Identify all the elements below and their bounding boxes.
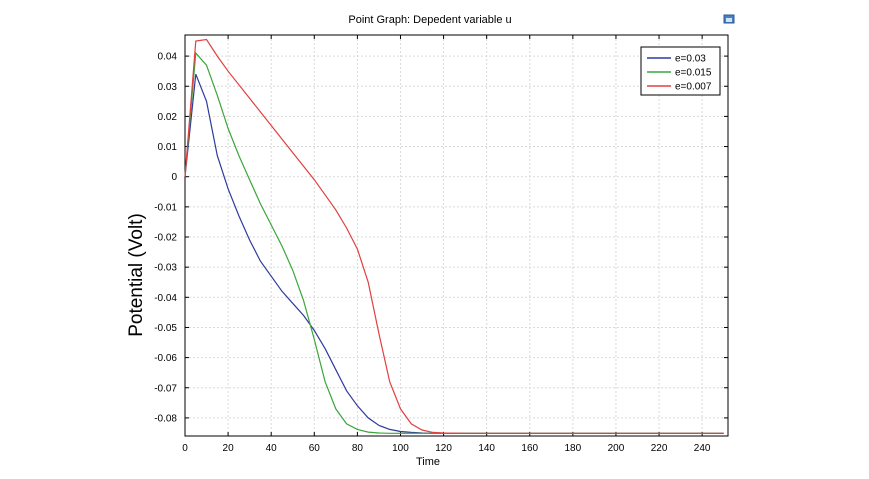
legend-box bbox=[640, 46, 721, 96]
y-tick-label: -0.06 bbox=[154, 353, 177, 364]
y-tick-label: -0.03 bbox=[154, 263, 177, 274]
y-tick-label: 0.01 bbox=[158, 142, 178, 153]
legend-label: e=0.007 bbox=[675, 82, 712, 93]
axes-layer: 0 20 40 60 80 100 120 140 160 180 200 220 240 0.04 0.0… bbox=[154, 34, 729, 454]
chart-title: Point Graph: Depedent variable u bbox=[348, 14, 511, 26]
y-tick-label: 0.03 bbox=[158, 82, 178, 93]
y-tick-label: -0.05 bbox=[154, 323, 177, 334]
x-tick-label: 60 bbox=[309, 443, 321, 454]
x-axis-label: Time bbox=[416, 456, 440, 468]
series-line-2 bbox=[184, 51, 724, 434]
y-tick-label: 0 bbox=[171, 172, 177, 183]
y-axis-label: Potential (Volt) bbox=[126, 213, 147, 337]
x-tick-label: 200 bbox=[608, 443, 625, 454]
y-tick-label: -0.04 bbox=[154, 293, 177, 304]
legend-label: e=0.015 bbox=[675, 68, 712, 79]
x-tick-label: 20 bbox=[223, 443, 235, 454]
x-tick-label: 120 bbox=[435, 443, 452, 454]
window-icon[interactable] bbox=[723, 14, 735, 24]
series-line-1 bbox=[184, 73, 724, 434]
grid-layer bbox=[184, 35, 728, 436]
y-tick-label: -0.01 bbox=[154, 202, 177, 213]
series-line-3 bbox=[184, 38, 724, 434]
x-tick-label: 160 bbox=[521, 443, 538, 454]
x-tick-label: 140 bbox=[478, 443, 495, 454]
y-tick-label: -0.02 bbox=[154, 233, 177, 244]
x-tick-label: 100 bbox=[392, 443, 409, 454]
x-tick-label: 80 bbox=[352, 443, 364, 454]
x-tick-label: 0 bbox=[182, 443, 188, 454]
x-tick-label: 180 bbox=[565, 443, 582, 454]
y-tick-label: -0.07 bbox=[154, 383, 177, 394]
y-tick-label: 0.02 bbox=[158, 112, 178, 123]
y-tick-label: -0.08 bbox=[154, 413, 177, 424]
y-tick-label: 0.04 bbox=[158, 52, 178, 63]
x-tick-label: 220 bbox=[651, 443, 668, 454]
series-layer bbox=[184, 38, 724, 434]
legend-label: e=0.03 bbox=[675, 54, 706, 65]
x-tick-label: 40 bbox=[266, 443, 278, 454]
x-tick-label: 240 bbox=[694, 443, 711, 454]
legend: e=0.03 e=0.015 e=0.007 bbox=[640, 46, 721, 96]
plot-frame bbox=[184, 34, 729, 437]
